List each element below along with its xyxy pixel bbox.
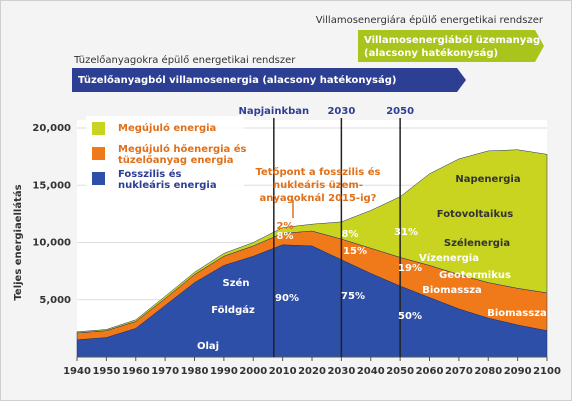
peak-note: Tetőpont a fosszilis és [256,166,381,178]
peak-note: anyagoknál 2015-ig? [260,192,377,204]
marker-label: 2030 [327,106,355,117]
x-tick-label: 2060 [416,366,444,377]
y-tick-label: 5,000 [39,295,71,306]
legend-label: Megújuló energia [118,122,216,134]
y-tick-label: 20,000 [32,123,71,134]
x-tick-label: 2050 [386,366,414,377]
banner-text: (alacsony hatékonyság) [364,47,498,59]
x-tick-label: 2000 [239,366,267,377]
peak-note: nukleáris üzem- [273,179,363,191]
legend-bg [86,116,244,192]
annotation: 50% [398,311,422,322]
y-tick-label: 10,000 [32,238,71,249]
x-tick-label: 2090 [504,366,532,377]
annotation: Szélenergia [444,237,510,249]
legend-label: Megújuló hőenergia és tüzelőanyag energia [118,143,247,166]
marker-label: 2050 [386,106,414,117]
banner-arrow [72,68,466,92]
annotation: Földgáz [211,304,255,316]
y-axis-label: Teljes energiaellátás [12,184,24,300]
x-tick-label: 2080 [474,366,502,377]
legend-swatch [92,122,105,135]
annotation: 15% [343,246,367,257]
annotation: Fotovoltaikus [437,209,513,220]
x-tick-label: 1970 [151,366,179,377]
x-tick-label: 2070 [445,366,473,377]
x-tick-label: 1950 [92,366,120,377]
annotation: Olaj [197,341,219,352]
area [76,149,548,334]
annotation: 19% [398,263,422,274]
marker-label: Napjainkban [238,106,309,117]
y-tick-label: 15,000 [32,180,71,191]
annotation: Szén [223,277,250,289]
annotation: Napenergia [455,174,520,185]
annotation: Vízenergia [419,252,479,264]
annotation: 8% [342,229,359,240]
x-tick-label: 1940 [63,366,91,377]
x-tick-label: 2010 [269,366,297,377]
annotation: Geotermikus [439,270,511,281]
annotation: Biomassza [487,308,547,319]
banner-caption: Tüzelőanyagokra épülő energetikai rendsz… [73,54,296,66]
banner-text: Tüzelőanyagból villamosenergia (alacsony… [78,74,396,86]
annotation: Biomassza [422,285,482,296]
banner-arrow [358,30,544,62]
legend-label: Fosszilis és nukleáris energia [118,168,217,191]
x-tick-label: 2030 [327,366,355,377]
banner-caption: Villamosenergiára épülő energetikai rend… [316,14,544,26]
x-tick-label: 2100 [533,366,561,377]
x-tick-label: 1980 [181,366,209,377]
annotation: 8% [277,231,294,242]
annotation: 31% [394,227,418,238]
legend-swatch [92,172,105,185]
x-tick-label: 1990 [210,366,238,377]
annotation: 90% [275,293,299,304]
legend: Megújuló energia Megújuló hőenergia és tüz… [86,116,247,192]
banner-text: Villamosenergiából üzemanyag [364,34,540,46]
x-tick-label: 2040 [357,366,385,377]
annotation: 75% [341,291,365,302]
legend-swatch [92,147,105,160]
annotation: 2% [277,221,294,232]
x-tick-label: 2020 [298,366,326,377]
x-tick-label: 1960 [122,366,150,377]
